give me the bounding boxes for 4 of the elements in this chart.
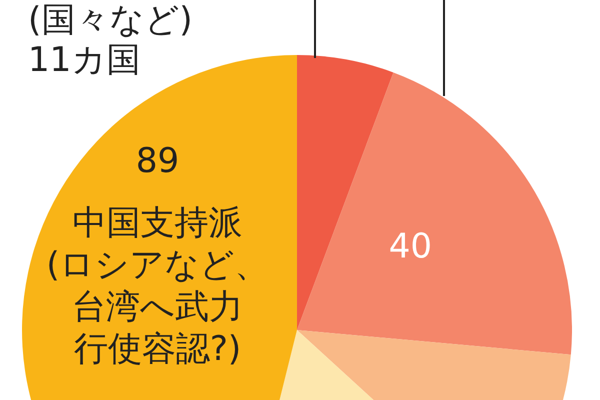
- text: (国々など) 11カ国: [28, 0, 193, 80]
- data-label: 89: [136, 141, 180, 182]
- data-label: 40: [388, 226, 432, 267]
- slice-label: 中国支持派(ロシアなど、台湾へ武力行使容認?): [46, 203, 269, 370]
